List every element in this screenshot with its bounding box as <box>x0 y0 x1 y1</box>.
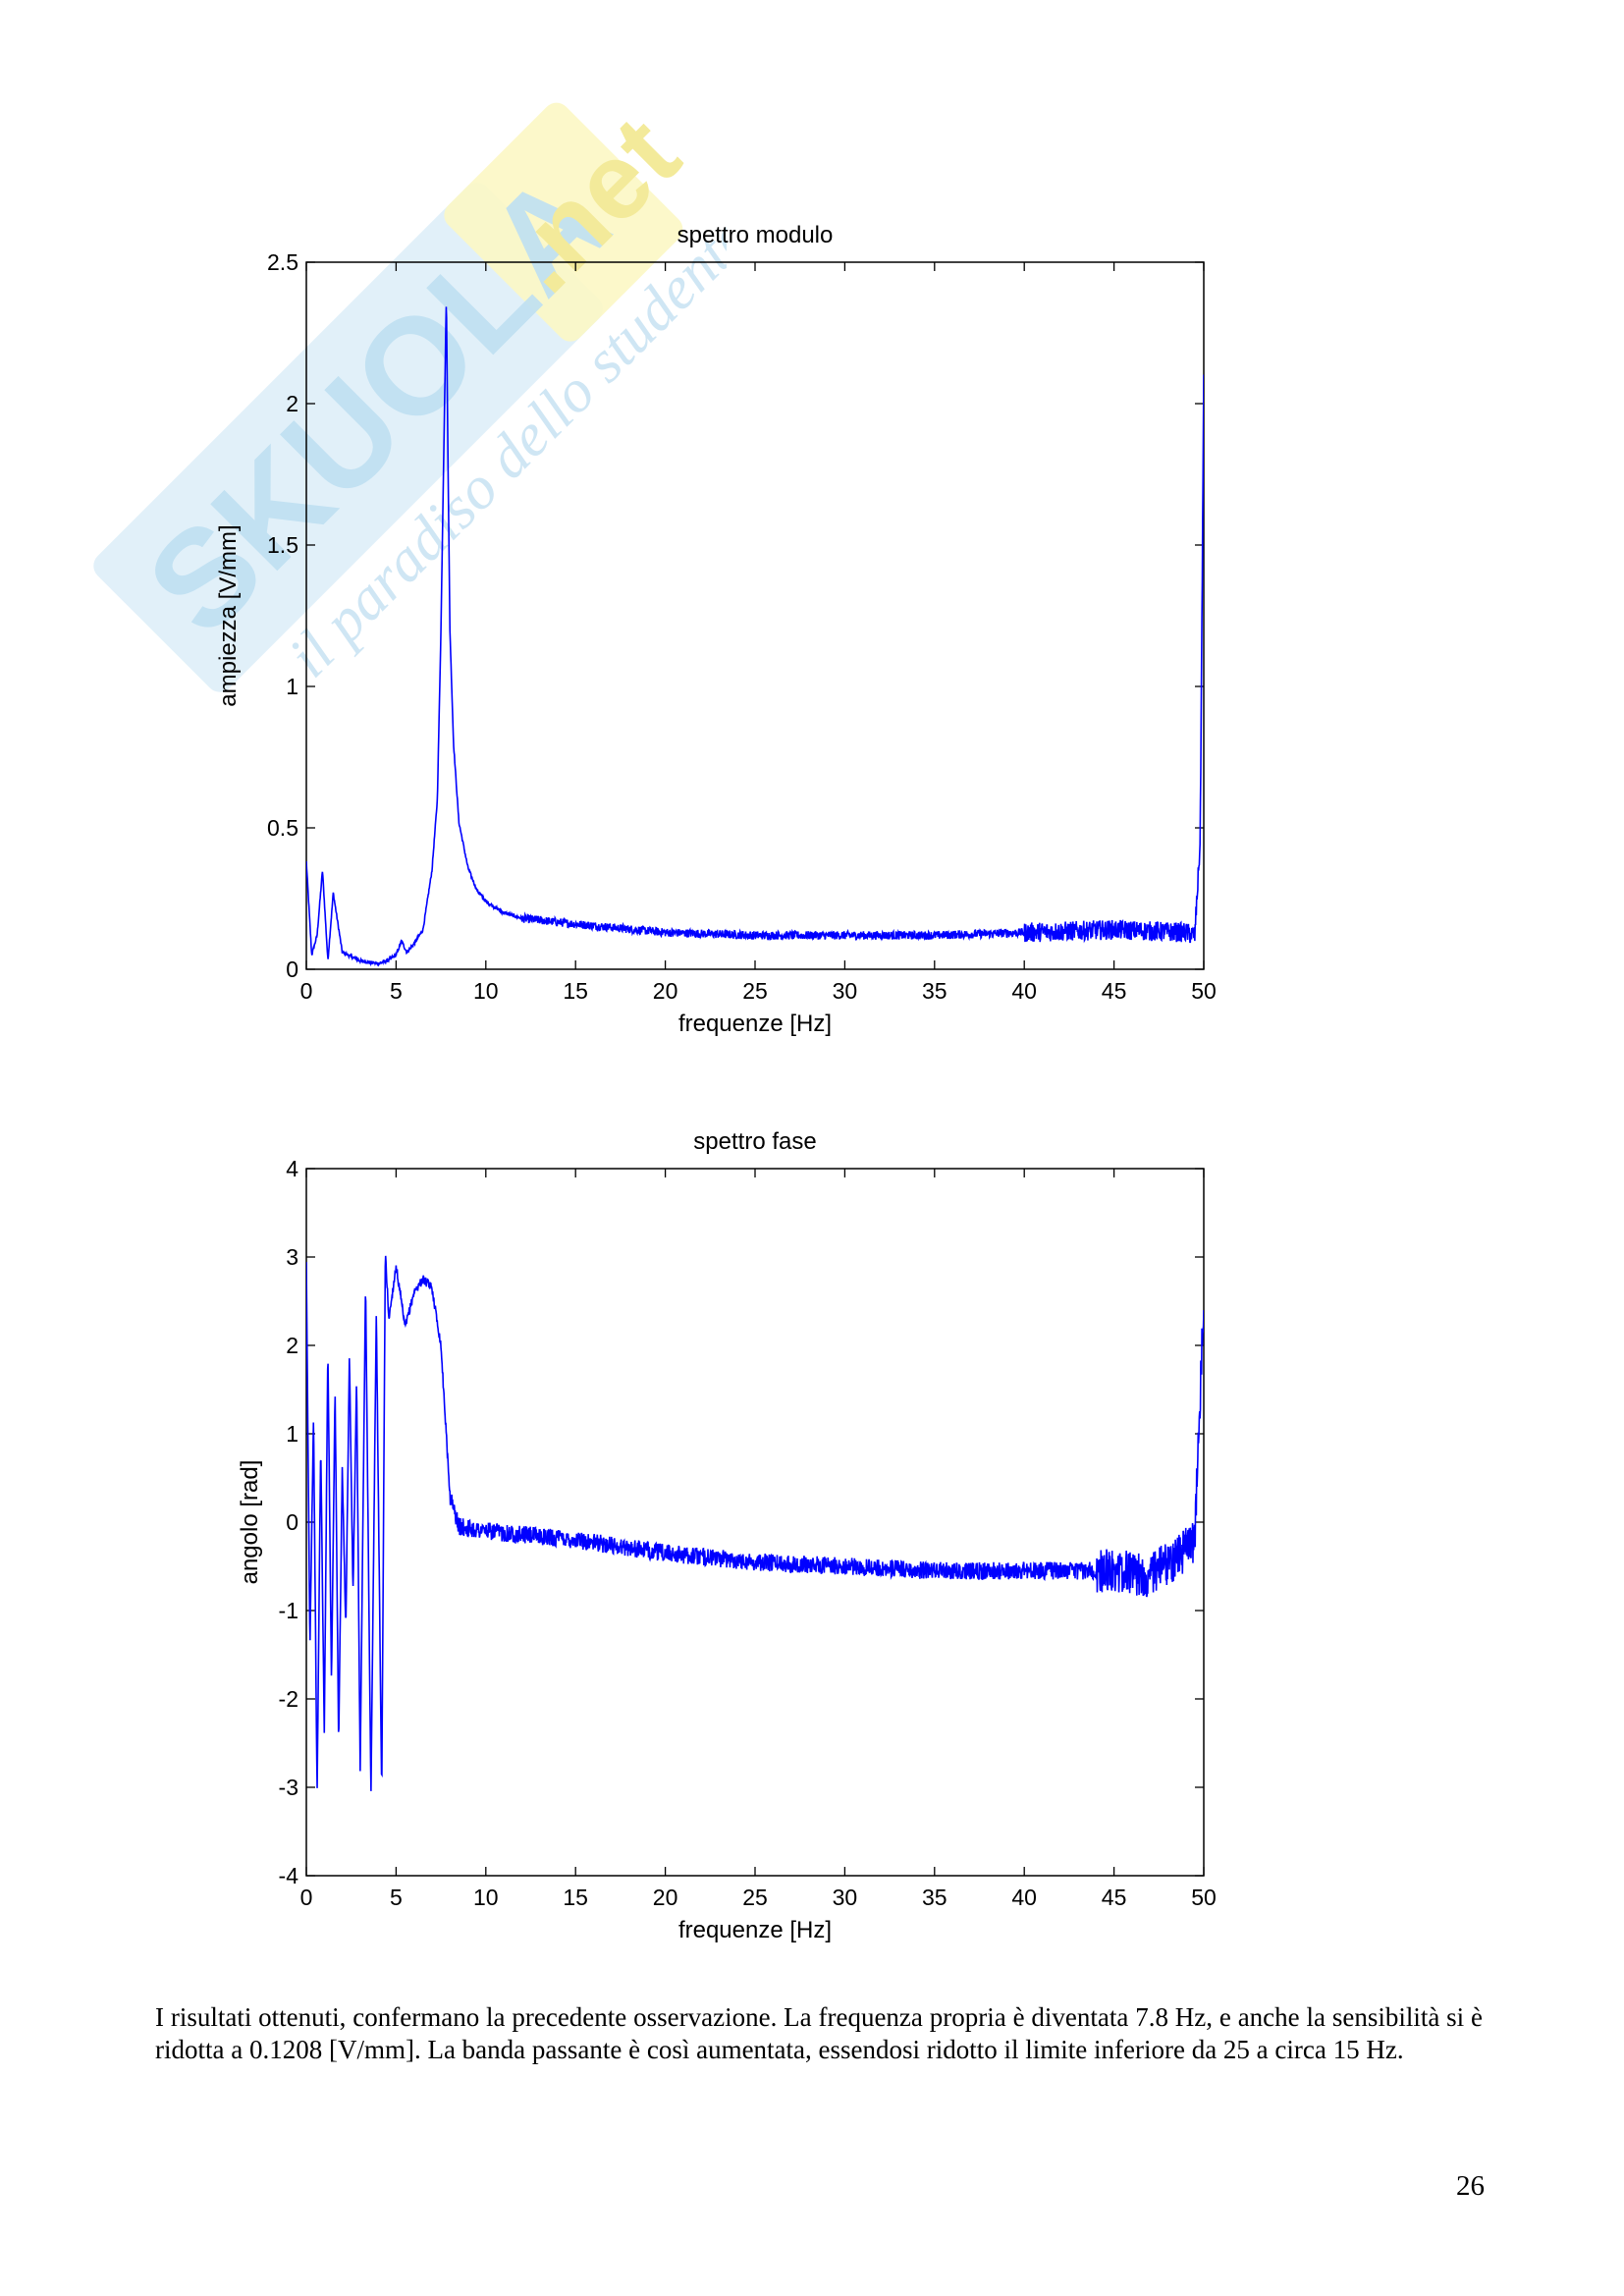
x-axis-label: frequenze [Hz] <box>678 1917 832 1943</box>
y-axis-label: angolo [rad] <box>237 1460 263 1585</box>
charts-canvas: 0 5 10 15 20 25 30 35 40 45 5000.511.522.5spettro … <box>215 222 1217 1943</box>
x-tick-label: 50 <box>1191 1885 1217 1910</box>
x-tick-label: 10 <box>473 1885 499 1910</box>
x-tick-label: 35 <box>922 1885 947 1910</box>
x-tick-label: 35 <box>922 978 947 1004</box>
y-tick-label: 1 <box>286 1421 298 1447</box>
x-tick-label: 10 <box>473 978 499 1004</box>
y-tick-label: 1.5 <box>267 532 298 558</box>
x-tick-label: 15 <box>563 1885 588 1910</box>
y-tick-label: 4 <box>286 1156 298 1181</box>
x-tick-label: 40 <box>1011 1885 1037 1910</box>
y-axis-label: ampiezza [V/mm] <box>215 524 242 706</box>
y-tick-label: 2.5 <box>267 249 298 275</box>
y-tick-label: 1 <box>286 674 298 699</box>
chart-title: spettro modulo <box>677 222 834 248</box>
series-line <box>306 1255 1204 1791</box>
y-tick-label: -4 <box>279 1863 299 1888</box>
watermark-logo: SKUOLA .net il paradiso dello studente <box>93 94 727 692</box>
y-tick-label: 0 <box>286 1509 298 1535</box>
y-tick-label: 0 <box>286 957 298 982</box>
series-line <box>306 306 1204 967</box>
x-tick-label: 50 <box>1191 978 1217 1004</box>
y-tick-label: -2 <box>279 1686 298 1712</box>
chart-title: spettro fase <box>693 1128 816 1155</box>
plot-frame <box>305 1168 1205 1877</box>
x-tick-label: 20 <box>653 1885 678 1910</box>
y-tick-label: -1 <box>279 1598 298 1623</box>
x-tick-label: 45 <box>1102 978 1127 1004</box>
page-number: 26 <box>1456 2170 1485 2202</box>
x-tick-label: 5 <box>390 978 403 1004</box>
x-tick-label: 25 <box>742 978 768 1004</box>
x-tick-label: 30 <box>833 1885 858 1910</box>
x-tick-label: 45 <box>1102 1885 1127 1910</box>
chart-phase-spectrum: 0 5 10 15 20 25 30 35 40 45 50 -4 -3 -2 -1 0 1 2 3 4 spettro… <box>237 1128 1217 1943</box>
x-tick-label: 5 <box>390 1885 403 1910</box>
chart-amplitude-spectrum: 0 5 10 15 20 25 30 35 40 45 50 0 0.5 1 1.5 2 2.5 spettro … <box>215 222 1217 1037</box>
x-tick-label: 40 <box>1011 978 1037 1004</box>
x-tick-label: 30 <box>833 978 858 1004</box>
y-tick-label: 2 <box>286 1333 298 1358</box>
x-axis-label: frequenze [Hz] <box>678 1011 832 1037</box>
x-tick-label: 25 <box>742 1885 768 1910</box>
y-tick-label: -3 <box>279 1775 298 1800</box>
x-tick-label: 20 <box>653 978 678 1004</box>
y-tick-label: 0.5 <box>267 815 298 841</box>
x-tick-label: 0 <box>300 978 313 1004</box>
y-tick-label: 3 <box>286 1244 298 1270</box>
x-tick-label: 15 <box>563 978 588 1004</box>
y-tick-label: 2 <box>286 391 298 416</box>
x-tick-label: 0 <box>300 1885 313 1910</box>
body-paragraph: I risultati ottenuti, confermano la prec… <box>155 2002 1483 2064</box>
